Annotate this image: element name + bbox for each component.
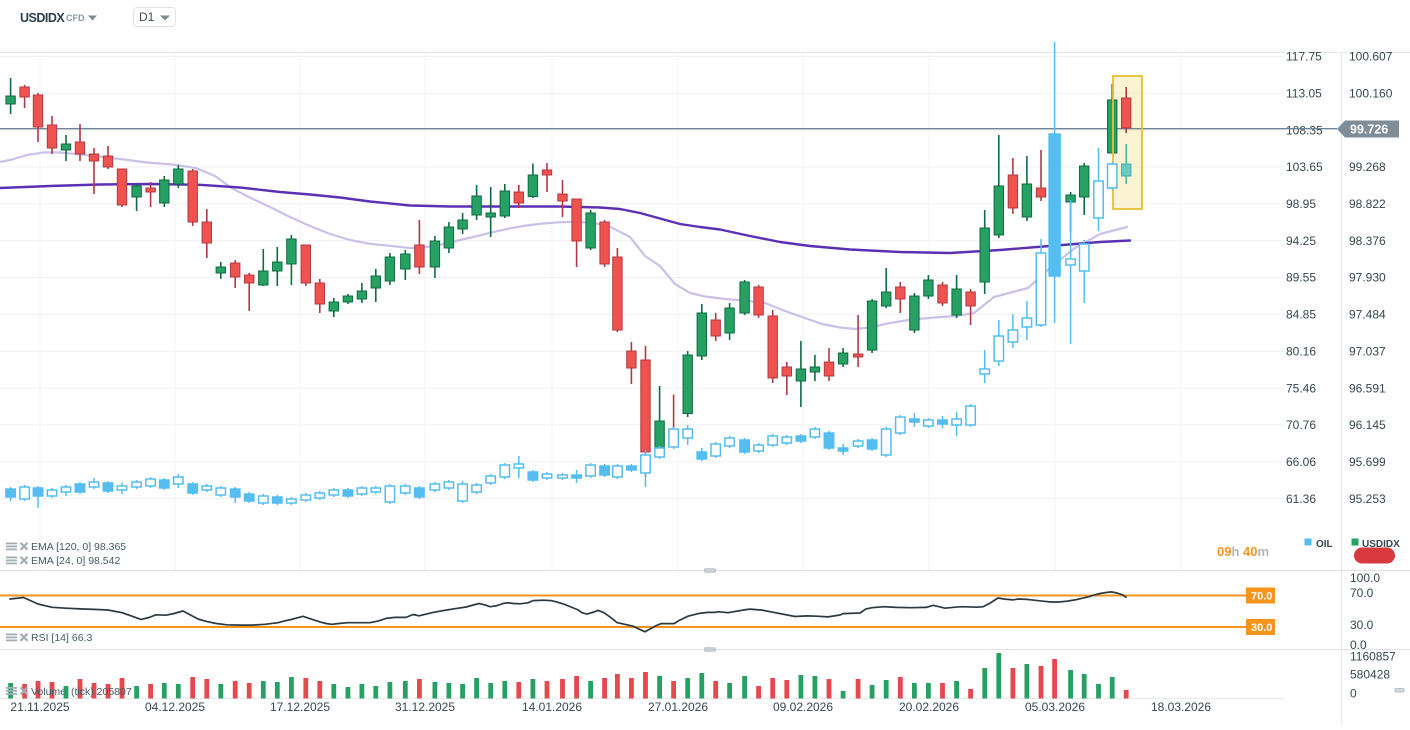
svg-text:EMA [24, 0] 98.542: EMA [24, 0] 98.542 — [31, 555, 120, 567]
svg-text:99.726: 99.726 — [1350, 123, 1388, 137]
svg-text:98.95: 98.95 — [1286, 197, 1316, 211]
svg-text:117.75: 117.75 — [1286, 50, 1322, 64]
svg-text:103.65: 103.65 — [1286, 160, 1323, 174]
svg-text:EMA [120, 0] 98.365: EMA [120, 0] 98.365 — [31, 541, 126, 553]
svg-text:17.12.2025: 17.12.2025 — [270, 700, 330, 714]
svg-text:98.376: 98.376 — [1349, 234, 1386, 248]
svg-text:05.03.2026: 05.03.2026 — [1025, 700, 1085, 714]
svg-text:96.591: 96.591 — [1349, 381, 1386, 395]
svg-text:14.01.2026: 14.01.2026 — [522, 700, 582, 714]
svg-text:97.930: 97.930 — [1349, 271, 1386, 285]
svg-text:100.607: 100.607 — [1349, 50, 1393, 64]
svg-text:97.484: 97.484 — [1349, 308, 1386, 322]
svg-text:04.12.2025: 04.12.2025 — [145, 700, 205, 714]
svg-text:61.36: 61.36 — [1286, 492, 1316, 506]
svg-text:97.037: 97.037 — [1349, 344, 1386, 358]
svg-text:95.253: 95.253 — [1349, 492, 1386, 506]
svg-text:84.85: 84.85 — [1286, 308, 1316, 322]
svg-text:580428: 580428 — [1350, 668, 1390, 682]
svg-text:108.35: 108.35 — [1286, 123, 1323, 137]
svg-text:100.0: 100.0 — [1350, 571, 1380, 585]
svg-text:80.16: 80.16 — [1286, 344, 1316, 358]
svg-text:94.25: 94.25 — [1286, 234, 1316, 248]
svg-text:09h 40m: 09h 40m — [1217, 544, 1269, 559]
svg-text:Volume: Volume — [31, 686, 66, 698]
svg-text:20.02.2026: 20.02.2026 — [899, 700, 959, 714]
svg-text:66.06: 66.06 — [1286, 455, 1316, 469]
svg-text:D1: D1 — [139, 10, 155, 24]
svg-text:99.268: 99.268 — [1349, 160, 1386, 174]
svg-text:70.0: 70.0 — [1251, 591, 1272, 603]
svg-text:18.03.2026: 18.03.2026 — [1151, 700, 1211, 714]
svg-text:USDIDX: USDIDX — [20, 11, 65, 25]
svg-text:OIL: OIL — [1316, 539, 1333, 550]
svg-text:(tick) 205807: (tick) 205807 — [71, 686, 132, 698]
svg-text:0.0: 0.0 — [1350, 638, 1367, 652]
svg-text:21.11.2025: 21.11.2025 — [10, 700, 69, 714]
svg-text:30.0: 30.0 — [1350, 618, 1374, 632]
svg-text:89.55: 89.55 — [1286, 271, 1316, 285]
svg-text:CFD: CFD — [66, 13, 85, 23]
svg-text:75.46: 75.46 — [1286, 381, 1316, 395]
svg-text:09.02.2026: 09.02.2026 — [773, 700, 833, 714]
svg-text:70.0: 70.0 — [1350, 586, 1374, 600]
svg-text:0: 0 — [1350, 687, 1357, 701]
svg-text:95.699: 95.699 — [1349, 455, 1386, 469]
svg-text:31.12.2025: 31.12.2025 — [395, 700, 455, 714]
svg-text:27.01.2026: 27.01.2026 — [648, 700, 708, 714]
svg-text:113.05: 113.05 — [1286, 87, 1322, 101]
svg-text:RSI [14] 66.3: RSI [14] 66.3 — [31, 632, 92, 644]
svg-text:USDIDX: USDIDX — [1362, 539, 1400, 550]
svg-text:96.145: 96.145 — [1349, 418, 1386, 432]
svg-text:30.0: 30.0 — [1251, 622, 1272, 634]
svg-text:70.76: 70.76 — [1286, 418, 1316, 432]
svg-text:98.822: 98.822 — [1349, 197, 1386, 211]
svg-text:100.160: 100.160 — [1349, 87, 1393, 101]
svg-text:1160857: 1160857 — [1350, 650, 1396, 664]
